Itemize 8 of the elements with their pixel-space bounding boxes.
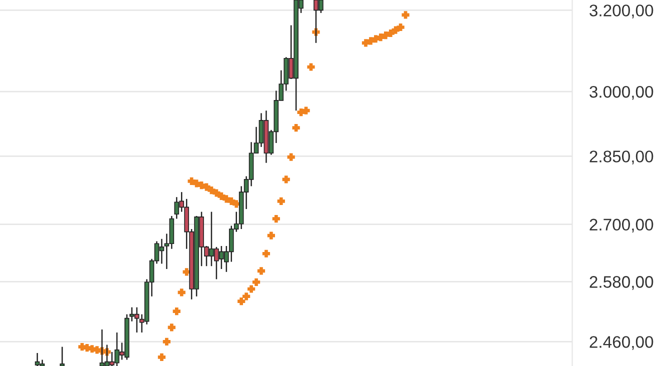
y-tick-label: 3.200,00 bbox=[590, 4, 654, 18]
y-tick-label: 2.460,00 bbox=[590, 336, 654, 350]
y-tick-label: 2.700,00 bbox=[590, 218, 654, 233]
y-tick-label: 3.000,00 bbox=[590, 86, 654, 100]
y-tick-label: 2.580,00 bbox=[590, 276, 654, 290]
point bbox=[306, 62, 316, 72]
candlestick bbox=[60, 346, 65, 366]
y-tick-label: 2.850,00 bbox=[590, 150, 654, 164]
